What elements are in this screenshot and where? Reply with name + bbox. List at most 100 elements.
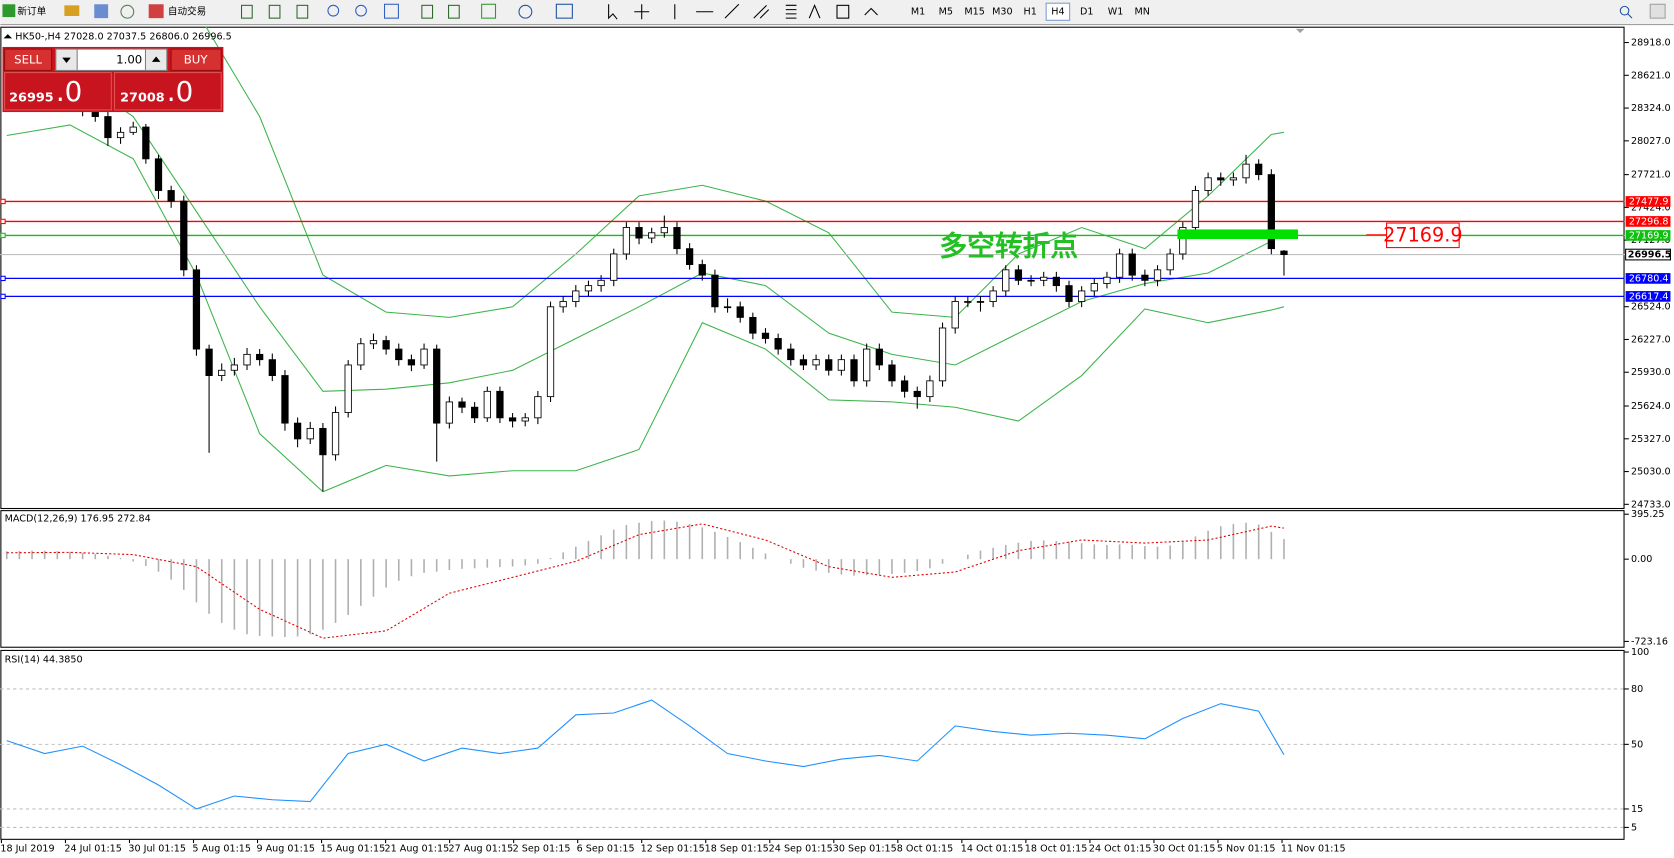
candle-body — [711, 274, 719, 308]
candle-body — [761, 332, 770, 339]
bid-price[interactable]: 26995 — [9, 91, 54, 106]
icon[interactable] — [383, 3, 399, 19]
buy-label[interactable]: BUY — [184, 52, 209, 66]
candle-body — [116, 131, 125, 139]
candle-body — [471, 406, 479, 419]
candle-body — [508, 417, 517, 422]
sell-label[interactable]: SELL — [14, 52, 42, 66]
timeframe-button[interactable]: M1 — [911, 7, 925, 18]
candle-body — [167, 190, 175, 202]
candle-body — [648, 232, 656, 239]
macd-panel — [0, 510, 1625, 648]
ask-box[interactable] — [113, 72, 222, 111]
timeframe-button[interactable]: MN — [1134, 7, 1149, 18]
annotation-text: 多空转折点 — [939, 230, 1078, 263]
x-tick-label: 5 Aug 01:15 — [192, 843, 251, 854]
timeframe-button[interactable]: D1 — [1080, 7, 1094, 18]
menu-icon[interactable] — [1649, 3, 1666, 19]
candle-body — [1267, 174, 1275, 250]
x-tick-label: 30 Sep 01:15 — [833, 843, 897, 854]
candle-body — [698, 264, 706, 276]
timeframe-button[interactable]: M5 — [939, 7, 953, 18]
level-tag — [1625, 216, 1671, 227]
x-tick-label: 24 Sep 01:15 — [769, 843, 833, 854]
y-tick-label: 25930.0 — [1631, 367, 1671, 378]
candle-body — [306, 427, 314, 440]
level-tag — [1625, 273, 1671, 284]
new-order-button[interactable]: 新订单 — [17, 6, 46, 18]
candle-body — [180, 200, 188, 271]
candle-body — [900, 380, 909, 392]
trendline-icon[interactable] — [724, 3, 740, 19]
candle-body — [749, 316, 757, 334]
bid-box[interactable] — [4, 72, 112, 111]
candle-body — [281, 375, 289, 424]
x-tick-label: 12 Sep 01:15 — [641, 843, 705, 854]
candle-body — [1229, 177, 1238, 181]
symbol-header: HK50-,H4 27028.0 27037.5 26806.0 26996.5 — [15, 31, 231, 42]
candle-body — [1141, 274, 1149, 281]
buy-button[interactable] — [170, 48, 222, 71]
icon[interactable] — [555, 3, 573, 19]
ask-price[interactable]: 27008 — [120, 91, 165, 106]
fibo-icon[interactable] — [785, 4, 797, 19]
icon[interactable] — [421, 4, 434, 19]
timeframe-button[interactable]: M30 — [992, 7, 1013, 18]
search-icon[interactable] — [1619, 5, 1630, 16]
timeframe-button[interactable]: W1 — [1108, 7, 1124, 18]
ask-fraction[interactable]: .0 — [167, 75, 193, 108]
icon[interactable] — [64, 5, 80, 17]
x-tick-label: 6 Sep 01:15 — [577, 843, 635, 854]
icon[interactable] — [268, 4, 281, 19]
icon[interactable] — [355, 4, 367, 17]
turning-point-bar — [1177, 229, 1299, 240]
timeframe-button[interactable]: H4 — [1051, 7, 1064, 18]
icon[interactable] — [481, 3, 497, 19]
level-tag — [1625, 230, 1671, 241]
icon[interactable] — [448, 4, 460, 19]
icon[interactable] — [94, 4, 109, 19]
candle-body — [496, 390, 504, 419]
one-click-trading: SELL 1.00 BUY 26995 .0 27008 .0 — [2, 46, 224, 113]
candle-body — [584, 285, 593, 292]
icon[interactable] — [296, 4, 309, 19]
candle-body — [635, 227, 643, 239]
icon[interactable] — [518, 4, 533, 19]
candle-body — [369, 340, 378, 345]
timeframe-button[interactable]: M15 — [964, 7, 984, 18]
arrows-icon[interactable] — [864, 7, 878, 16]
icon[interactable] — [240, 4, 253, 19]
bid-fraction[interactable]: .0 — [56, 75, 82, 108]
candle-body — [837, 359, 846, 371]
icon[interactable] — [327, 4, 340, 17]
candle-body — [205, 348, 213, 376]
level-tag — [1625, 196, 1671, 207]
x-tick-label: 18 Sep 01:15 — [705, 843, 769, 854]
sell-button[interactable] — [4, 48, 53, 71]
candle-body — [812, 359, 820, 366]
cursor-icon[interactable] — [608, 4, 618, 20]
y-tick-label: 28918.0 — [1631, 38, 1671, 49]
text-icon[interactable] — [808, 3, 821, 19]
candle-body — [319, 427, 327, 456]
y-tick-label: 27721.0 — [1631, 170, 1671, 181]
candle-body — [91, 110, 99, 118]
icon[interactable] — [120, 4, 135, 19]
candle-body — [1027, 279, 1035, 282]
y-tick-label: 25624.0 — [1631, 401, 1671, 412]
auto-trading-button[interactable]: 自动交易 — [168, 6, 206, 18]
main-panel — [0, 26, 1625, 510]
level-label: 26617.4 — [1629, 291, 1669, 302]
candle-body — [243, 353, 251, 366]
timeframe-button[interactable]: H1 — [1023, 7, 1036, 18]
channel-icon[interactable] — [753, 4, 770, 19]
candle-body — [154, 158, 163, 191]
crosshair-icon[interactable] — [634, 4, 650, 20]
volume-value[interactable]: 1.00 — [116, 52, 142, 66]
candle-body — [230, 364, 239, 371]
candle-body — [445, 401, 453, 424]
label-icon[interactable] — [836, 4, 850, 19]
candle-body — [357, 343, 365, 366]
